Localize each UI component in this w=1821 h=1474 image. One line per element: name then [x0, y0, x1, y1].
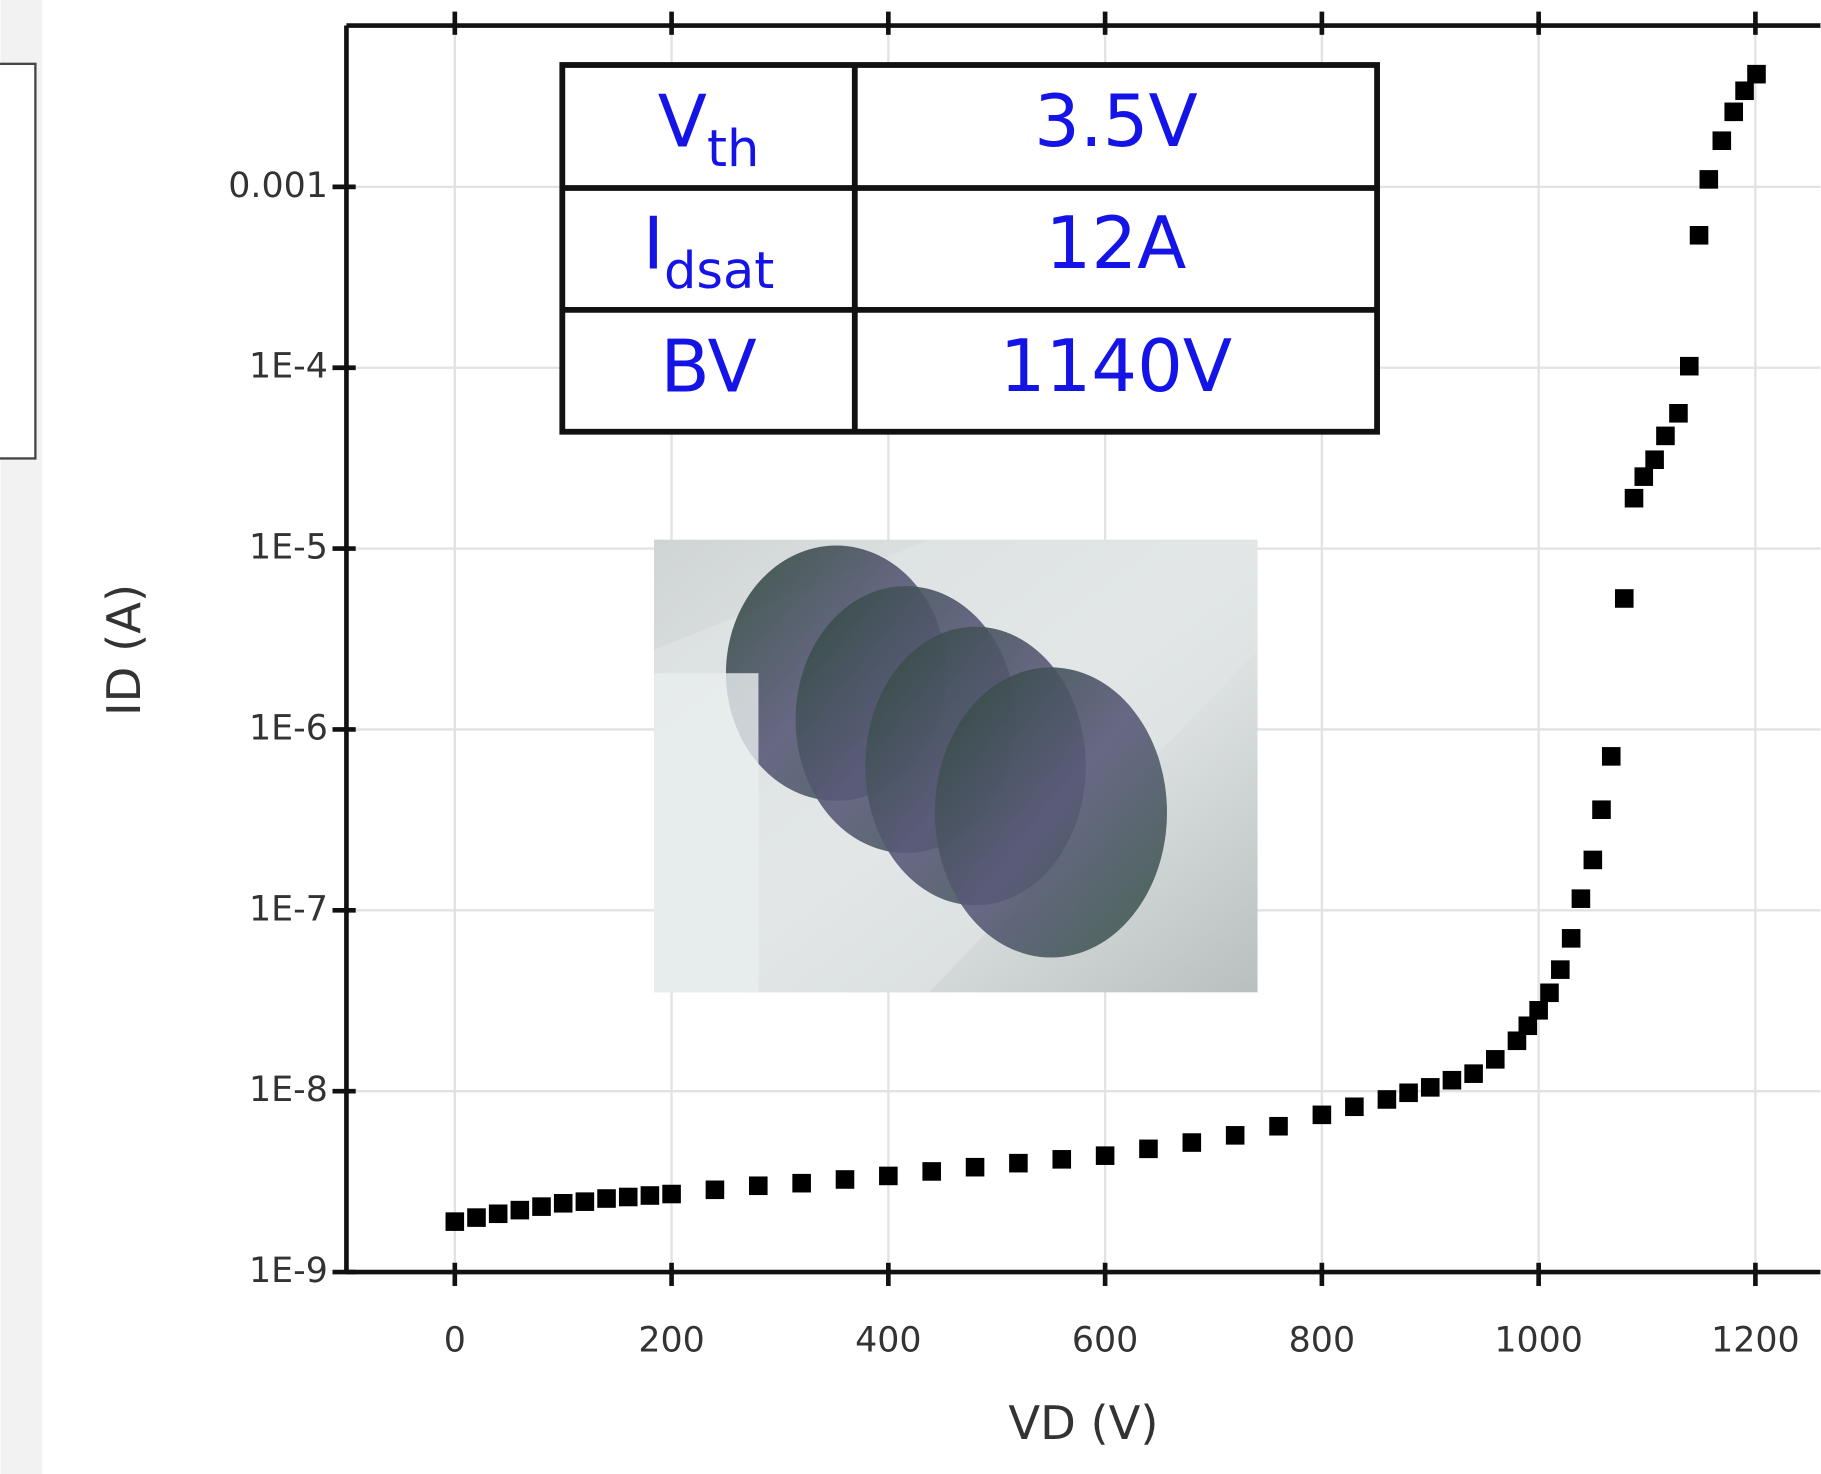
- x-tick-label: 400: [855, 1321, 921, 1361]
- data-point: [1052, 1150, 1072, 1169]
- label-main: BV: [660, 324, 756, 408]
- data-point: [1592, 800, 1611, 819]
- data-point: [467, 1208, 486, 1227]
- data-point: [1634, 467, 1654, 486]
- x-axis-title: VD (V): [1008, 1396, 1158, 1450]
- table-label: Vth: [658, 79, 760, 179]
- x-tick-label: 1200: [1711, 1321, 1800, 1361]
- data-point: [488, 1204, 508, 1224]
- x-tick-label: 600: [1072, 1321, 1138, 1361]
- data-point: [922, 1162, 941, 1181]
- table-value: 3.5V: [1034, 79, 1198, 163]
- data-point: [1095, 1146, 1115, 1165]
- data-point: [1486, 1050, 1505, 1069]
- data-point: [597, 1189, 616, 1208]
- data-point: [749, 1176, 768, 1196]
- data-point: [1442, 1070, 1462, 1090]
- data-point: [662, 1184, 681, 1204]
- label-sub: th: [707, 120, 759, 179]
- x-tick-label: 0: [444, 1321, 466, 1361]
- data-point: [1645, 450, 1664, 470]
- data-point: [1689, 225, 1709, 245]
- data-point: [1656, 426, 1675, 446]
- data-point: [1269, 1116, 1288, 1136]
- data-point: [1345, 1097, 1364, 1117]
- label-sub: dsat: [664, 242, 774, 301]
- data-point: [1735, 81, 1754, 101]
- data-point: [965, 1157, 985, 1177]
- data-point: [705, 1180, 725, 1200]
- data-point: [1507, 1031, 1527, 1051]
- table-value: 12A: [1046, 201, 1187, 285]
- data-point: [879, 1166, 898, 1186]
- data-point: [1747, 64, 1766, 84]
- data-point: [792, 1173, 811, 1193]
- data-point: [1139, 1139, 1158, 1159]
- inset-table: Vth 3.5V Idsat 12A BV 1140V: [559, 62, 1380, 435]
- data-point: [1551, 960, 1570, 979]
- table-value: 1140V: [1000, 324, 1232, 408]
- y-tick-label: 1E-9: [249, 1251, 328, 1291]
- data-point: [445, 1212, 465, 1231]
- data-point: [1529, 1001, 1548, 1020]
- label-main: I: [643, 201, 664, 285]
- data-point: [1624, 488, 1644, 508]
- data-point: [510, 1200, 530, 1220]
- data-point: [1669, 403, 1688, 423]
- data-point: [532, 1197, 551, 1216]
- data-point: [1377, 1090, 1397, 1109]
- data-point: [1540, 983, 1559, 1003]
- data-point: [1009, 1153, 1028, 1173]
- data-point: [1399, 1083, 1418, 1103]
- y-tick-label: 1E-7: [249, 889, 328, 929]
- axes: [332, 11, 1821, 1286]
- data-point: [575, 1192, 595, 1211]
- data-point: [1680, 356, 1699, 376]
- data-point: [1583, 850, 1603, 870]
- label-main: V: [658, 79, 707, 163]
- data-point: [1518, 1016, 1538, 1036]
- data-point: [1182, 1133, 1202, 1152]
- data-points: [445, 64, 1766, 1231]
- table-label: BV: [660, 324, 756, 408]
- data-point: [1225, 1126, 1245, 1145]
- side-box: [0, 62, 37, 460]
- y-tick-label: 1E-5: [249, 528, 328, 568]
- x-tick-label: 200: [638, 1321, 704, 1361]
- y-tick-label: 0.001: [228, 166, 328, 206]
- table-label: Idsat: [643, 201, 775, 301]
- data-point: [1312, 1105, 1332, 1125]
- data-point: [1724, 102, 1744, 122]
- x-tick-label: 1000: [1494, 1321, 1583, 1361]
- data-point: [1712, 131, 1732, 150]
- y-tick-label: 1E-8: [249, 1070, 328, 1110]
- data-point: [835, 1170, 855, 1189]
- data-point: [1614, 589, 1634, 608]
- x-tick-label: 800: [1289, 1321, 1355, 1361]
- inset-photo: [654, 539, 1258, 993]
- data-point: [618, 1187, 638, 1207]
- y-tick-label: 1E-6: [249, 708, 328, 748]
- y-tick-label: 1E-4: [249, 347, 328, 387]
- y-axis-title: ID (A): [97, 584, 151, 716]
- data-point: [640, 1186, 660, 1205]
- data-point: [1420, 1078, 1440, 1097]
- data-point: [1561, 929, 1581, 948]
- data-point: [1464, 1064, 1483, 1083]
- data-point: [1601, 747, 1621, 766]
- data-point: [1571, 889, 1591, 908]
- data-point: [1699, 170, 1719, 189]
- data-point: [553, 1193, 573, 1213]
